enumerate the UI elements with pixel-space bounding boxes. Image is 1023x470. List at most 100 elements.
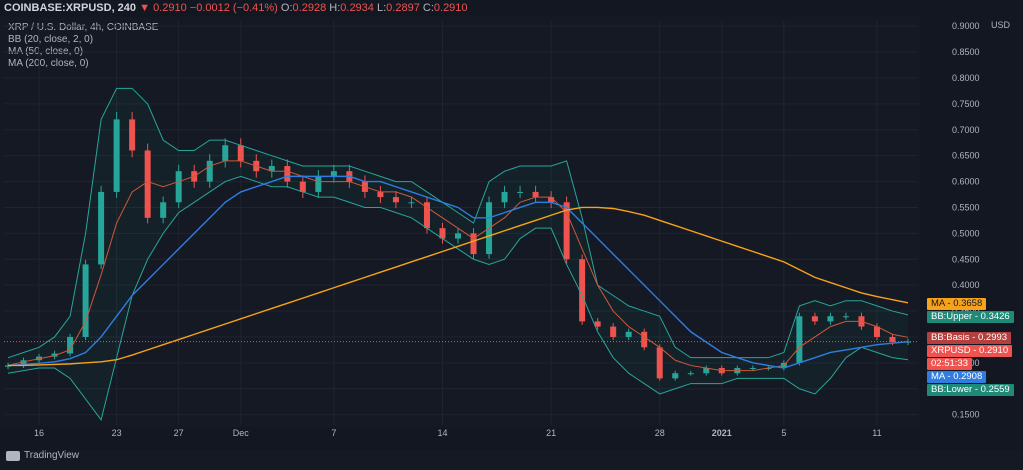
candle-body	[641, 331, 648, 348]
x-axis: 16 23 27 Dec 7 14 21 28 2021 5 11	[0, 427, 1023, 450]
candle-body	[20, 360, 27, 366]
candle-body	[594, 321, 601, 327]
candle-body	[873, 326, 880, 337]
x-tick-label: 16	[34, 428, 44, 438]
price-tag: XRPUSD - 0.2910	[927, 345, 1013, 357]
x-tick-label: 7	[331, 428, 336, 438]
ma50-tag: MA - 0.2908	[927, 371, 987, 383]
ma200-line	[8, 206, 909, 367]
low-value: 0.2897	[386, 2, 420, 14]
price-change: −0.0012 (−0.41%)	[189, 2, 278, 14]
moving-averages	[7, 87, 909, 421]
candle-body	[517, 191, 524, 193]
y-tick-label: 0.6000	[952, 177, 980, 187]
indicator-title[interactable]: XRP / U.S. Dollar, 4h, COINBASE	[8, 22, 159, 33]
symbol-title[interactable]: COINBASE:XRPUSD, 240	[4, 2, 137, 14]
tradingview-logo-icon	[6, 450, 20, 461]
candle-body	[455, 233, 461, 239]
bb-lower-line	[7, 175, 909, 421]
candle-body	[237, 145, 244, 161]
down-arrow-icon: ▼	[139, 2, 150, 14]
candle-body	[129, 119, 136, 151]
candle-body	[222, 145, 229, 161]
indicator-bb[interactable]: BB (20, close, 2, 0)	[8, 34, 94, 45]
candle-body	[842, 316, 849, 318]
bb-upper-tag-value: 0.3426	[980, 311, 1010, 322]
candle-body	[377, 191, 384, 198]
ma200-tag: MA - 0.3658	[927, 298, 987, 310]
y-tick-label: 0.8500	[952, 47, 980, 57]
candle-body	[67, 336, 74, 354]
y-tick-label: 0.7000	[952, 125, 980, 135]
candle-body	[501, 191, 508, 203]
y-tick-label: 0.6500	[952, 151, 980, 161]
last-price: 0.2910	[153, 2, 187, 14]
candle-body	[175, 171, 182, 203]
open-label: O:	[280, 2, 293, 14]
y-tick-label: 0.1500	[952, 410, 980, 420]
candle-body	[299, 181, 306, 192]
candle-body	[439, 228, 446, 239]
bb-upper-line	[7, 87, 909, 359]
x-tick-label: Dec	[233, 428, 250, 438]
indicator-ma50[interactable]: MA (50, close, 0)	[8, 46, 84, 57]
candle-body	[392, 197, 399, 203]
bb-upper-tag: BB:Upper - 0.3426	[927, 311, 1014, 323]
y-tick-label: 0.7500	[952, 99, 980, 109]
bb-basis-line	[7, 160, 909, 372]
candle-body	[113, 119, 120, 192]
price-chart[interactable]: USD 0.9000 0.8500 0.8000 0.7500 0.7000 0.6500 0…	[0, 17, 1023, 450]
price-tag-value: 0.2910	[979, 345, 1009, 356]
ma200-tag-label: MA	[931, 298, 945, 309]
price-tag-label: XRPUSD	[931, 345, 971, 356]
candle-body	[284, 166, 291, 182]
candle-body	[268, 166, 275, 172]
candle-body	[98, 191, 105, 265]
y-tick-label: 0.4000	[952, 280, 980, 290]
candle-body	[82, 264, 89, 337]
y-axis-unit: USD	[991, 20, 1011, 30]
countdown-tag-value: 02:51:33	[931, 358, 968, 369]
ma50-tag-label: MA	[931, 371, 945, 382]
candle-body	[563, 202, 570, 260]
candle-body	[656, 347, 663, 379]
x-tick-label: 23	[112, 428, 122, 438]
ma200-tag-value: 0.3658	[953, 298, 983, 309]
countdown-tag: 02:51:33	[927, 358, 972, 370]
candle-body	[687, 373, 694, 375]
candle-body	[470, 233, 477, 255]
symbol-header: COINBASE:XRPUSD, 240 ▼ 0.2910 −0.0012 (−…	[0, 0, 1023, 17]
x-tick-label: 5	[781, 428, 786, 438]
candle-body	[423, 202, 430, 229]
candle-body	[144, 150, 151, 218]
bb-basis-tag-label: BB:Basis	[931, 332, 970, 343]
candle-body	[408, 202, 415, 204]
close-label: C:	[422, 2, 434, 14]
tradingview-logo-text: TradingView	[24, 450, 80, 461]
open-value: 0.2928	[292, 2, 327, 14]
bb-lower-tag: BB:Lower - 0.2559	[927, 384, 1014, 396]
low-label: L:	[376, 2, 387, 14]
bb-fill	[8, 88, 908, 420]
candle-body	[160, 202, 167, 218]
candle-body	[206, 160, 213, 182]
ma50-line	[7, 175, 909, 369]
x-axis-background	[0, 427, 1023, 450]
y-tick-label: 0.9000	[952, 21, 980, 31]
indicator-ma200[interactable]: MA (200, close, 0)	[8, 58, 89, 69]
candle-body	[625, 331, 632, 337]
candle-body	[703, 368, 710, 374]
y-tick-label: 0.8000	[952, 73, 980, 83]
high-value: 0.2934	[340, 2, 374, 14]
candle-body	[610, 326, 617, 337]
x-tick-label: 14	[437, 428, 447, 438]
high-label: H:	[329, 2, 341, 14]
y-tick-label: 0.5500	[952, 202, 980, 212]
candle-body	[579, 259, 586, 322]
bb-basis-tag-value: 0.2993	[978, 332, 1008, 343]
candle-body	[315, 176, 322, 192]
candle-body	[672, 373, 679, 379]
candle-body	[749, 368, 756, 370]
close-value: 0.2910	[433, 2, 468, 14]
tradingview-logo[interactable]: TradingView	[6, 450, 79, 461]
